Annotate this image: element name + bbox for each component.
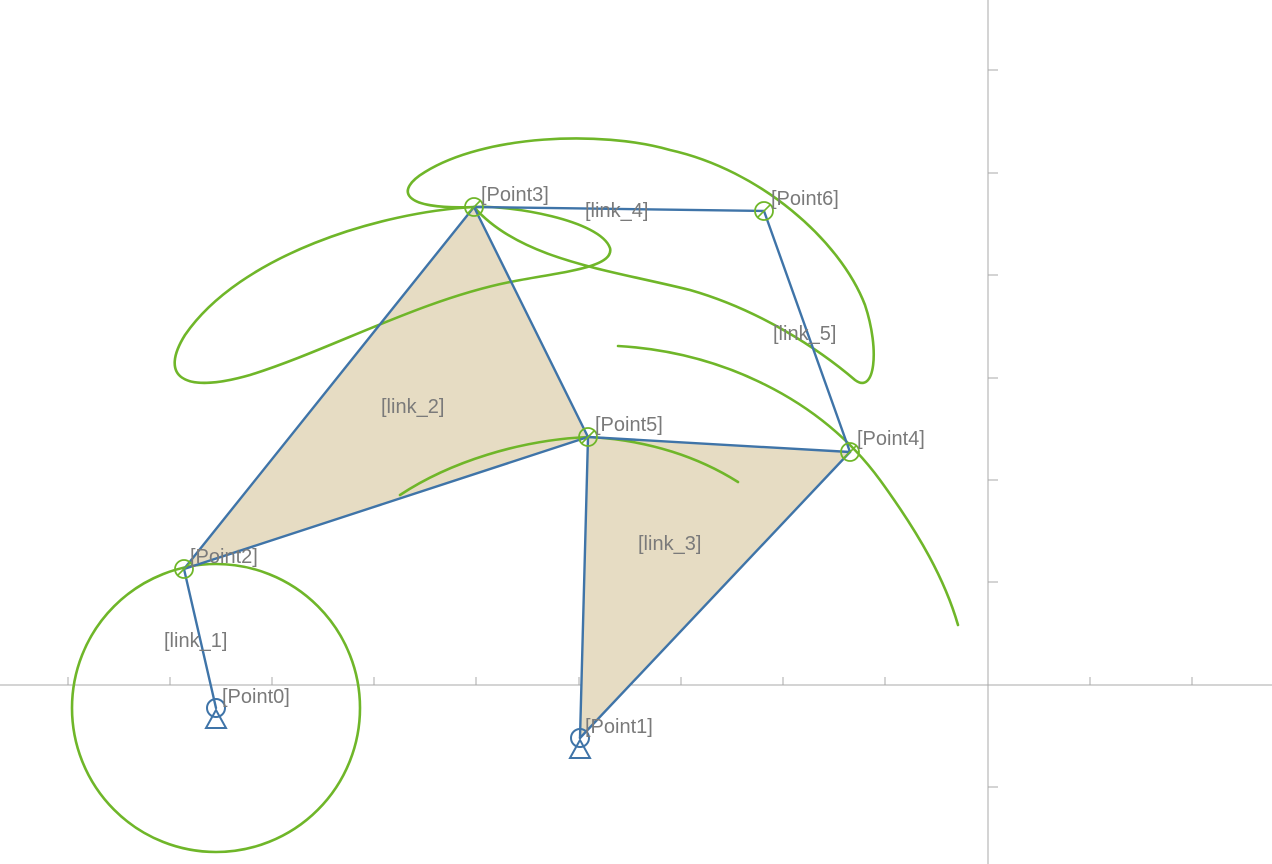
link-3-plate: [580, 437, 850, 738]
link-3-edge: [578, 450, 852, 740]
link-2-plate: [184, 207, 588, 569]
link-1-bar: [182, 567, 218, 710]
link-3-edge: [578, 435, 590, 740]
link-4-label: [link_4]: [585, 200, 648, 222]
pin-support-triangle-icon: [204, 707, 228, 729]
ground-support-point1: [568, 728, 592, 759]
joint-ring-icon: [754, 201, 774, 221]
link-2-label: [link_2]: [381, 396, 444, 418]
point4-label: [Point4]: [857, 428, 925, 450]
joint-cross: [756, 203, 772, 219]
link-4-bar: [472, 205, 766, 213]
joint-point6: [754, 201, 774, 221]
link-2-edge: [472, 205, 590, 439]
point-labels: [Point0] [Point1] [Point2] [Point3] [Poi…: [190, 184, 925, 738]
joint-cross: [580, 429, 596, 445]
ground-support-point0: [204, 698, 228, 729]
point6-trace-curve: [406, 137, 875, 384]
joint-ring-icon: [578, 427, 598, 447]
link-5-label: [link_5]: [773, 323, 836, 345]
link-1-label: [link_1]: [164, 630, 227, 652]
joint-ring-icon: [840, 442, 860, 462]
joint-ring-icon: [464, 197, 484, 217]
point1-label: [Point1]: [585, 716, 653, 738]
point3-label: [Point3]: [481, 184, 549, 206]
link-3-edge: [586, 435, 852, 454]
joint-traces: [70, 137, 960, 854]
y-axis-ticks: [988, 69, 998, 788]
link-2-edge: [182, 205, 476, 571]
joint-ring-icon: [174, 559, 194, 579]
point4-trace-arc: [616, 344, 960, 627]
link-2-edge: [182, 435, 590, 571]
link-3-label: [link_3]: [638, 533, 701, 555]
joint-point3: [464, 197, 484, 217]
point5-label: [Point5]: [595, 414, 663, 436]
joint-point5: [578, 427, 598, 447]
joint-cross: [466, 199, 482, 215]
moving-joints: [174, 197, 860, 579]
joint-cross: [176, 561, 192, 577]
point0-label: [Point0]: [222, 686, 290, 708]
point6-label: [Point6]: [771, 188, 839, 210]
joint-point2: [174, 559, 194, 579]
point3-trace-curve: [173, 205, 612, 385]
link-5-bar: [762, 209, 852, 454]
link-labels: [link_1] [link_2] [link_3] [link_4] [lin…: [164, 200, 836, 652]
x-axis-ticks: [67, 677, 1193, 685]
joint-point4: [840, 442, 860, 462]
joint-cross: [842, 444, 858, 460]
point2-trace-circle: [70, 562, 362, 854]
ground-pin-icon: [206, 698, 226, 718]
ground-pin-icon: [570, 728, 590, 748]
links: [182, 205, 852, 740]
pin-support-triangle-icon: [568, 737, 592, 759]
point2-label: [Point2]: [190, 546, 258, 568]
